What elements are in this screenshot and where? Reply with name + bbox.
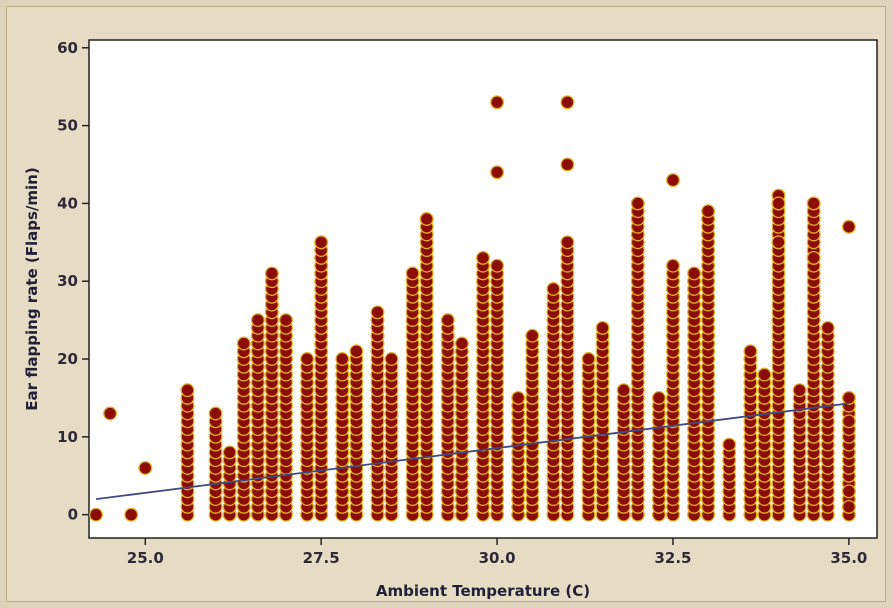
y-axis-title: Ear flapping rate (Flaps/min): [23, 167, 41, 410]
data-point: [490, 95, 505, 110]
x-tick-label: 32.5: [654, 549, 691, 567]
x-tick-label: 25.0: [127, 549, 164, 567]
data-point: [525, 328, 540, 343]
trend-line: [95, 402, 849, 500]
x-tick-label: 27.5: [303, 549, 340, 567]
data-point: [264, 266, 279, 281]
data-point: [124, 507, 139, 522]
data-point: [370, 305, 385, 320]
data-point: [335, 352, 350, 366]
data-point: [757, 367, 772, 382]
data-point: [630, 196, 645, 211]
data-point: [792, 383, 807, 398]
data-point: [440, 313, 455, 328]
data-point: [841, 390, 856, 405]
data-point: [208, 406, 223, 421]
data-points: [89, 95, 856, 522]
data-point: [581, 352, 596, 366]
data-point: [841, 219, 856, 234]
y-axis: 0 10 20 30 40 50 60: [57, 39, 89, 524]
data-point: [616, 383, 631, 398]
y-tick-label: 0: [68, 506, 78, 524]
data-point: [701, 204, 716, 219]
y-tick-label: 30: [57, 272, 78, 290]
data-point: [841, 484, 856, 499]
data-point: [651, 390, 666, 405]
data-point: [103, 406, 118, 421]
data-point: [476, 250, 490, 265]
data-point: [300, 352, 315, 366]
data-point: [820, 320, 835, 335]
data-point: [419, 212, 434, 226]
data-point: [687, 266, 702, 281]
data-point: [405, 266, 420, 281]
data-point: [138, 461, 153, 475]
data-point: [349, 344, 364, 359]
data-point: [560, 235, 575, 250]
data-point: [806, 250, 821, 265]
x-axis: 25.0 27.5 30.0 32.5 35.0: [127, 538, 867, 567]
data-point: [595, 320, 610, 335]
data-point: [454, 336, 469, 351]
data-point: [89, 507, 103, 522]
data-point: [222, 445, 237, 460]
data-point: [771, 196, 786, 211]
data-point: [546, 282, 561, 296]
x-tick-label: 30.0: [479, 549, 516, 567]
data-point: [180, 383, 195, 398]
data-point: [560, 95, 575, 110]
data-point: [771, 235, 786, 250]
data-point: [490, 165, 505, 180]
data-point: [806, 196, 821, 211]
data-point: [560, 157, 575, 172]
data-point: [722, 437, 737, 452]
data-point: [236, 336, 251, 351]
data-point: [314, 235, 329, 250]
y-tick-label: 40: [57, 194, 78, 212]
data-point: [743, 344, 758, 359]
x-tick-label: 35.0: [830, 549, 867, 567]
data-point: [250, 313, 265, 328]
y-tick-label: 20: [57, 350, 78, 368]
data-point: [666, 258, 680, 273]
data-point: [279, 313, 293, 328]
data-point: [511, 390, 526, 405]
data-point: [841, 414, 856, 429]
data-point: [384, 352, 399, 366]
x-axis-title: Ambient Temperature (C): [376, 582, 590, 600]
data-point: [490, 258, 505, 273]
y-tick-label: 50: [57, 117, 78, 135]
y-tick-label: 60: [57, 39, 78, 57]
data-point: [841, 499, 856, 514]
y-tick-label: 10: [57, 428, 78, 446]
data-point: [666, 173, 680, 188]
